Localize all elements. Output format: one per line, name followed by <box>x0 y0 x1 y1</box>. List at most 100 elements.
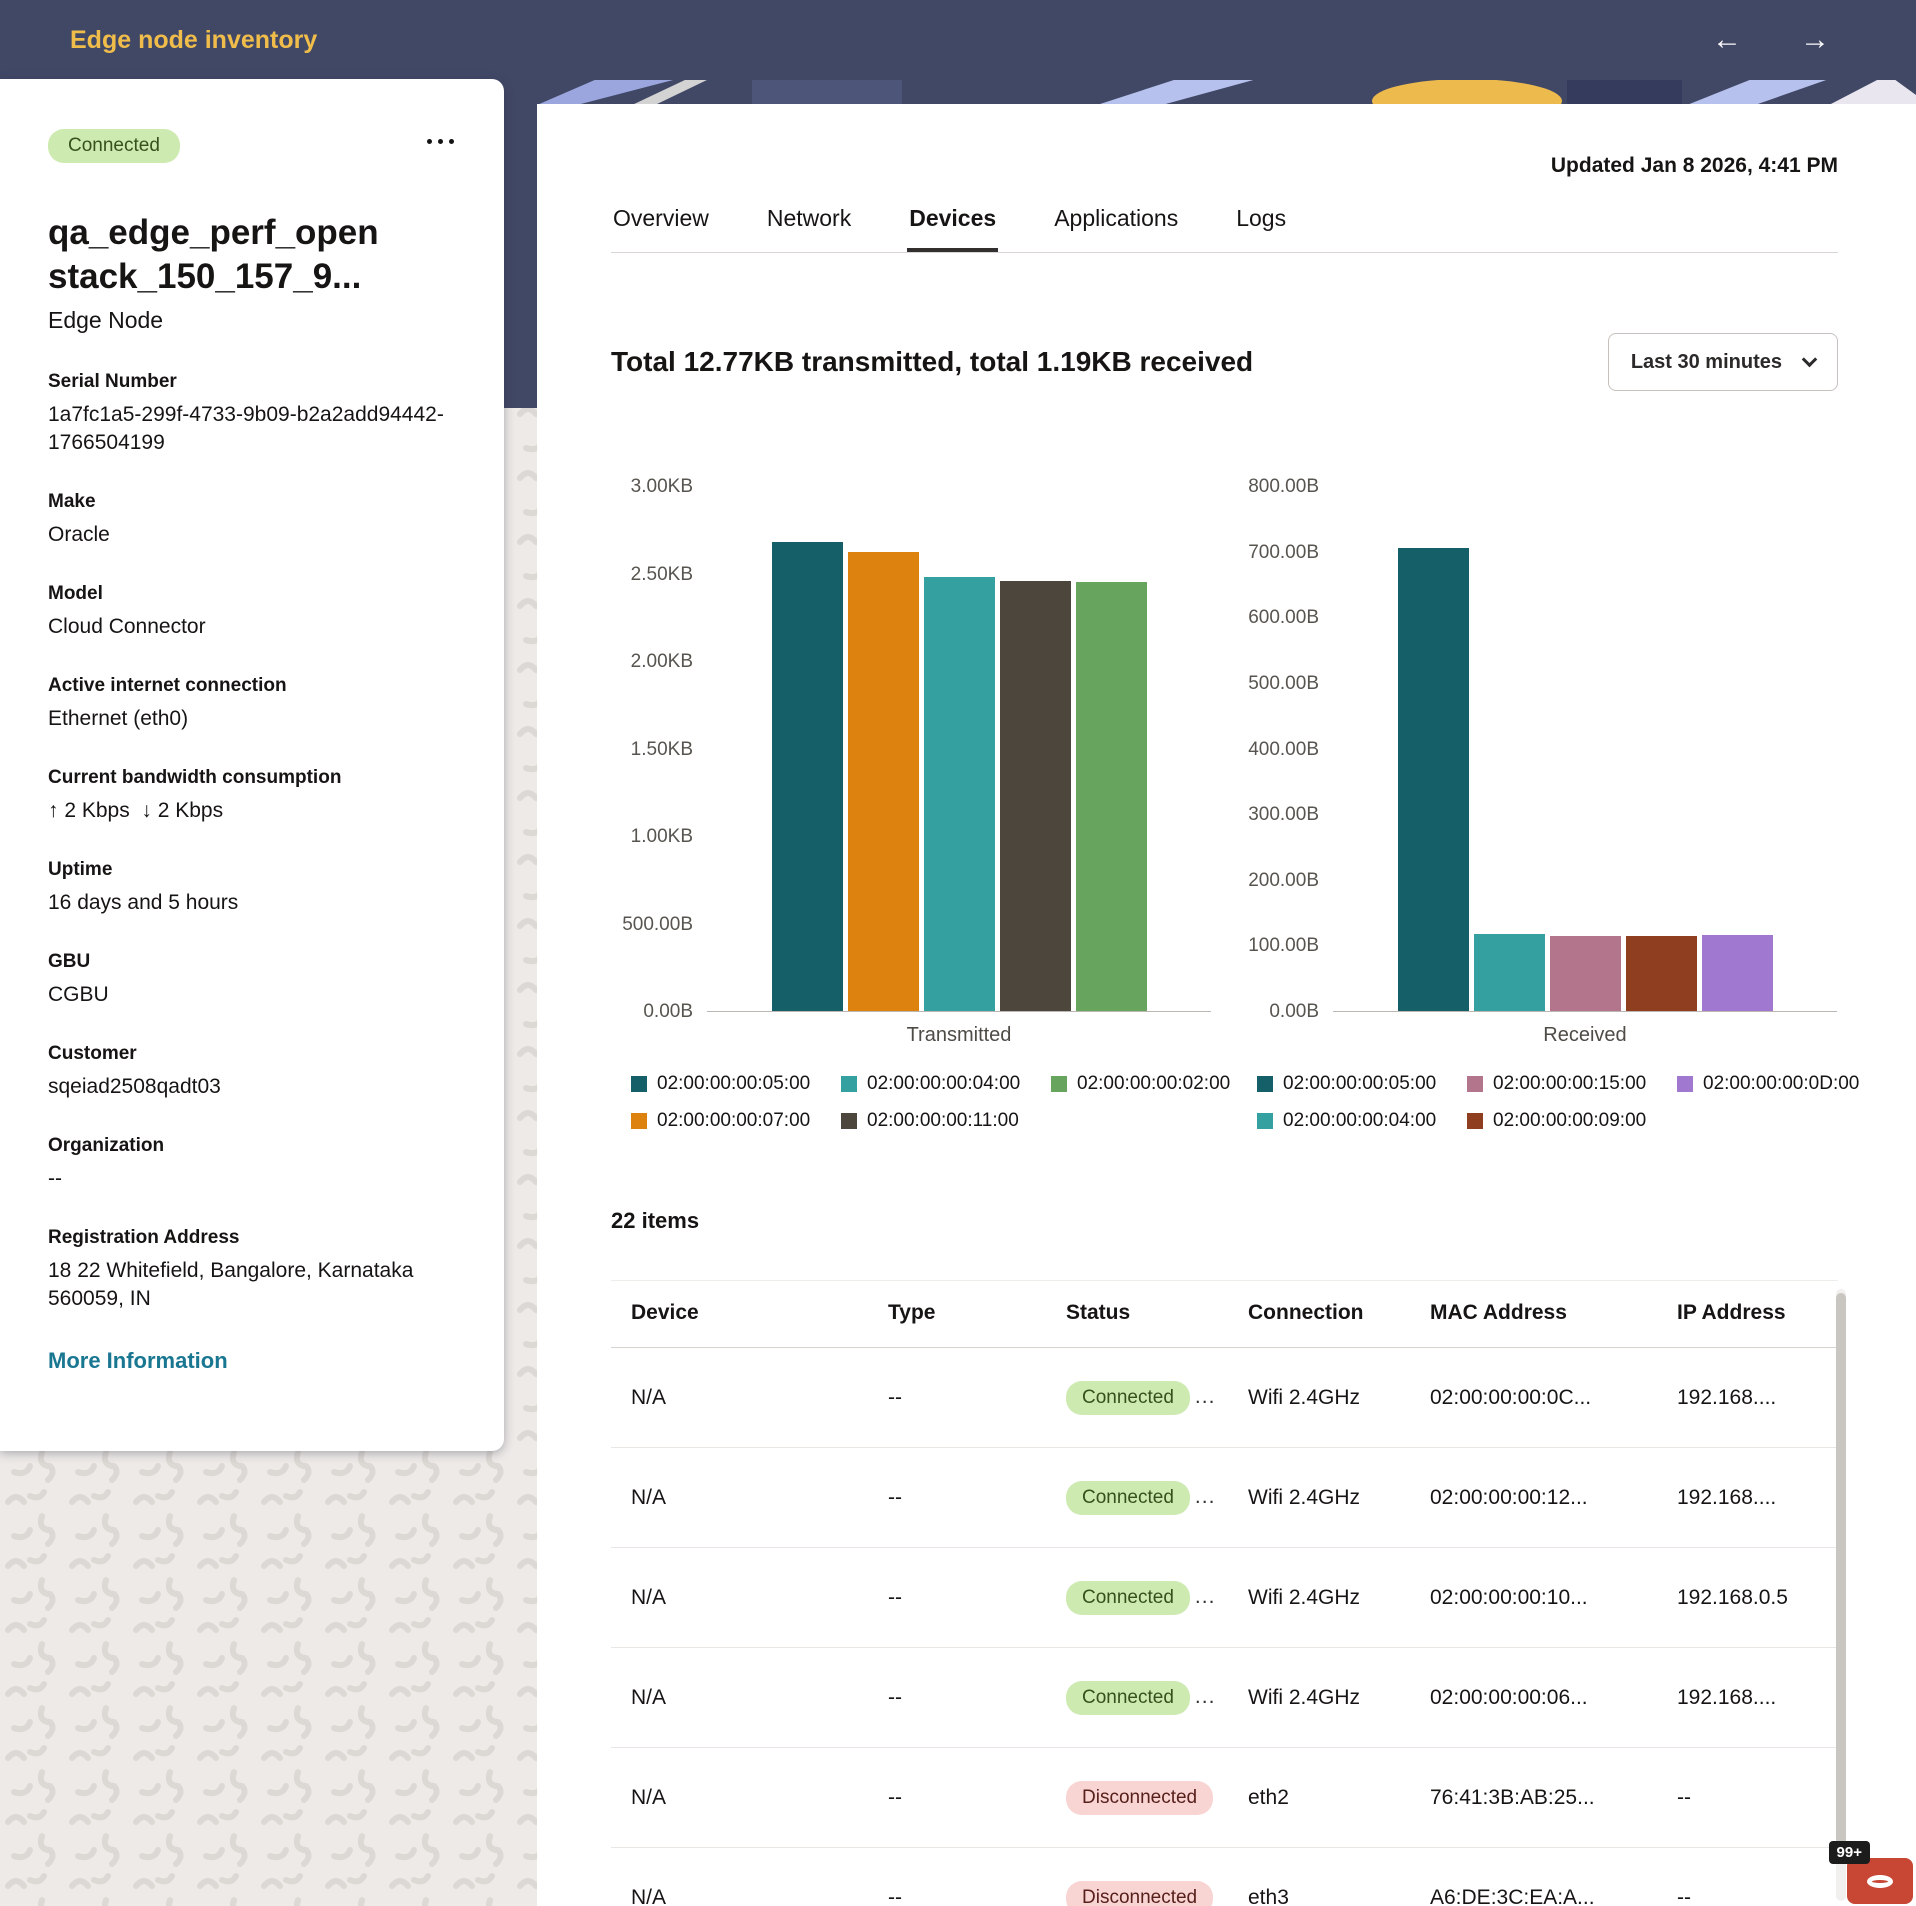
chart-legend: 02:00:00:00:05:00 02:00:00:00:07:00 02:00:… <box>631 1073 1230 1132</box>
field-value: ↑ 2 Kbps ↓ 2 Kbps <box>48 799 224 822</box>
bar-02:00:00:00:07:00[interactable] <box>847 552 919 1011</box>
y-axis: 3.00KB 2.50KB 2.00KB 1.50KB 1.00KB 500.00B 0.0… <box>611 476 707 1022</box>
field-label: Organization <box>48 1135 165 1156</box>
legend-item[interactable]: 02:00:00:00:02:00 <box>1051 1073 1237 1095</box>
legend-item[interactable]: 02:00:00:00:0D:00 <box>1677 1073 1863 1095</box>
cell-connection: Wifi 2.4GHz <box>1248 1485 1361 1509</box>
column-header-mac-address: MAC Address <box>1430 1301 1567 1324</box>
status-badge: Disconnected <box>1066 1880 1214 1906</box>
forward-arrow-icon[interactable]: → <box>1800 23 1830 56</box>
cell-mac-address: 02:00:00:00:0C... <box>1430 1385 1592 1409</box>
scrollbar-thumb[interactable] <box>1836 1293 1846 1845</box>
node-field: Active internet connection Ethernet (eth0… <box>48 674 456 733</box>
table-row[interactable]: N/A -- Connected... Wifi 2.4GHz 02:00:00:00:… <box>611 1548 1838 1648</box>
legend-item[interactable]: 02:00:00:00:05:00 <box>631 1073 817 1095</box>
status-badge: Connected <box>1066 1680 1190 1715</box>
legend-label: 02:00:00:00:04:00 <box>1283 1110 1437 1131</box>
main-panel: Updated Jan 8 2026, 4:41 PM Overview Netw… <box>537 104 1916 1906</box>
column-header-connection: Connection <box>1248 1301 1364 1324</box>
y-tick-label: 700.00B <box>1248 541 1319 563</box>
status-overflow-indicator: ... <box>1194 1484 1216 1508</box>
banner-art <box>537 79 1916 105</box>
legend-swatch-icon <box>1467 1076 1483 1092</box>
node-field: Organization -- <box>48 1134 456 1193</box>
more-information-link[interactable]: More Information <box>48 1348 228 1373</box>
bar-02:00:00:00:04:00[interactable] <box>923 577 995 1011</box>
table-scrollbar[interactable] <box>1836 1289 1846 1901</box>
overflow-menu-icon[interactable] <box>425 129 456 154</box>
bar-02:00:00:00:11:00[interactable] <box>999 581 1071 1011</box>
table-header: Device Type Status Connection MAC Address IP … <box>611 1280 1838 1348</box>
y-tick-label: 400.00B <box>1248 738 1319 760</box>
page-title: Edge node inventory <box>70 25 318 54</box>
cell-connection: eth3 <box>1248 1885 1289 1906</box>
legend-item[interactable]: 02:00:00:00:07:00 <box>631 1110 817 1132</box>
back-arrow-icon[interactable]: ← <box>1712 23 1742 56</box>
chat-notification-badge: 99+ <box>1828 1841 1870 1864</box>
legend-label: 02:00:00:00:15:00 <box>1493 1073 1647 1094</box>
table-row[interactable]: N/A -- Disconnected eth3 A6:DE:3C:EA:A... -- <box>611 1848 1838 1906</box>
cell-type: -- <box>888 1785 902 1809</box>
legend-item[interactable]: 02:00:00:00:05:00 <box>1257 1073 1443 1095</box>
bar-02:00:00:00:02:00[interactable] <box>1075 582 1147 1011</box>
legend-item[interactable]: 02:00:00:00:15:00 <box>1467 1073 1653 1095</box>
field-label: Registration Address <box>48 1227 240 1248</box>
tab-network[interactable]: Network <box>766 205 852 231</box>
cell-device: N/A <box>631 1785 667 1809</box>
node-type-label: Edge Node <box>48 307 164 333</box>
bar-02:00:00:00:09:00[interactable] <box>1625 936 1697 1011</box>
legend-item[interactable]: 02:00:00:00:09:00 <box>1467 1110 1653 1132</box>
field-value: Cloud Connector <box>48 615 206 638</box>
y-tick-label: 2.50KB <box>630 563 693 585</box>
status-badge: Connected <box>1066 1480 1190 1515</box>
tab-logs[interactable]: Logs <box>1236 205 1287 231</box>
cell-type: -- <box>888 1685 902 1709</box>
y-axis: 800.00B 700.00B 600.00B 500.00B 400.00B 300.0… <box>1237 476 1333 1022</box>
cell-ip-address: -- <box>1677 1885 1691 1906</box>
cell-type: -- <box>888 1385 902 1409</box>
table-body: N/A -- Connected... Wifi 2.4GHz 02:00:00:00:… <box>611 1348 1838 1906</box>
node-field: Uptime 16 days and 5 hours <box>48 858 456 917</box>
status-badge: Disconnected <box>1066 1780 1214 1815</box>
field-label: Make <box>48 491 96 512</box>
legend-label: 02:00:00:00:09:00 <box>1493 1110 1647 1131</box>
app-header: Edge node inventory ← → <box>0 0 1916 80</box>
field-label: Serial Number <box>48 371 177 392</box>
cell-status: Disconnected <box>1046 1880 1228 1906</box>
field-label: Customer <box>48 1043 137 1064</box>
bar-02:00:00:00:05:00[interactable] <box>771 542 843 1011</box>
y-tick-label: 500.00B <box>1248 672 1319 694</box>
status-badge: Connected <box>1066 1380 1190 1415</box>
table-row[interactable]: N/A -- Disconnected eth2 76:41:3B:AB:25... -- <box>611 1748 1838 1848</box>
legend-swatch-icon <box>841 1113 857 1129</box>
table-row[interactable]: N/A -- Connected... Wifi 2.4GHz 02:00:00:00:… <box>611 1648 1838 1748</box>
bar-02:00:00:00:05:00[interactable] <box>1397 548 1469 1011</box>
table-row[interactable]: N/A -- Connected... Wifi 2.4GHz 02:00:00:00:… <box>611 1348 1838 1448</box>
plot-area <box>707 487 1211 1012</box>
bar-02:00:00:00:04:00[interactable] <box>1473 934 1545 1011</box>
legend-label: 02:00:00:00:04:00 <box>867 1073 1021 1094</box>
legend-label: 02:00:00:00:07:00 <box>657 1110 811 1131</box>
bar-02:00:00:00:0D:00[interactable] <box>1701 935 1773 1011</box>
tab-applications[interactable]: Applications <box>1054 205 1179 231</box>
tab-overview[interactable]: Overview <box>613 205 709 231</box>
field-label: Model <box>48 583 103 604</box>
field-value: CGBU <box>48 983 109 1006</box>
table-row[interactable]: N/A -- Connected... Wifi 2.4GHz 02:00:00:00:… <box>611 1448 1838 1548</box>
legend-item[interactable]: 02:00:00:00:04:00 <box>841 1073 1027 1095</box>
bar-02:00:00:00:15:00[interactable] <box>1549 936 1621 1011</box>
tab-devices[interactable]: Devices <box>907 204 999 252</box>
legend-swatch-icon <box>841 1076 857 1092</box>
column-header-status: Status <box>1066 1301 1131 1324</box>
cell-connection: Wifi 2.4GHz <box>1248 1585 1361 1609</box>
oracle-chat-button[interactable] <box>1847 1858 1913 1904</box>
field-value: Ethernet (eth0) <box>48 707 189 730</box>
cell-status: Connected... <box>1046 1580 1228 1615</box>
legend-swatch-icon <box>1677 1076 1693 1092</box>
device-table: Device Type Status Connection MAC Address IP … <box>611 1280 1838 1906</box>
legend-swatch-icon <box>1051 1076 1067 1092</box>
legend-item[interactable]: 02:00:00:00:11:00 <box>841 1110 1027 1132</box>
node-status-badge: Connected <box>48 129 180 163</box>
time-range-dropdown[interactable]: Last 30 minutes <box>1607 333 1838 391</box>
legend-item[interactable]: 02:00:00:00:04:00 <box>1257 1110 1443 1132</box>
